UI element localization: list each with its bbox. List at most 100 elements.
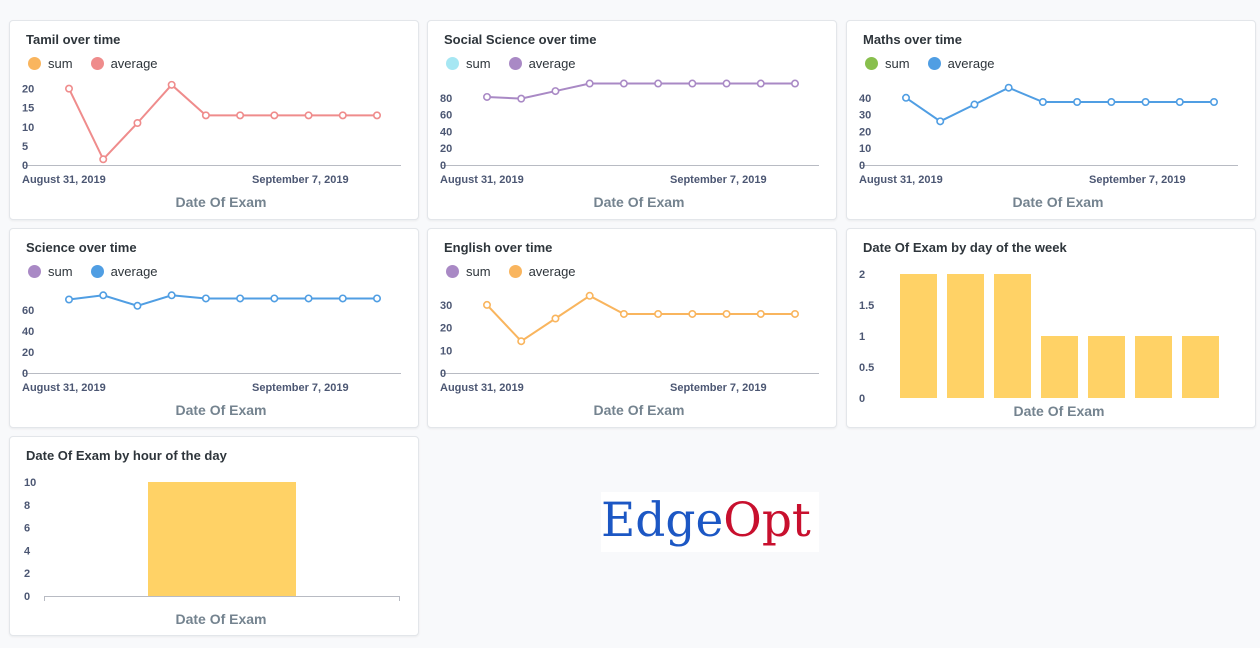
legend-label-sum[interactable]: sum <box>466 264 491 279</box>
y-tick-label: 0 <box>440 160 446 172</box>
y-tick-label: 30 <box>859 110 871 122</box>
data-point <box>688 309 697 318</box>
legend-label-average[interactable]: average <box>110 56 158 71</box>
x-tick-label: September 7, 2019 <box>1089 174 1186 186</box>
chart-title[interactable]: Science over time <box>26 240 137 255</box>
line-chart-science[interactable]: 0 20 40 60 August 31, 2019 September 7, 2019 D… <box>10 229 420 429</box>
chart-title[interactable]: Social Science over time <box>444 32 597 47</box>
line-chart-social-science[interactable]: 0 20 40 60 80 August 31, 2019 September 7, 201… <box>428 21 838 221</box>
chart-title[interactable]: Tamil over time <box>26 32 121 47</box>
y-tick-label: 6 <box>24 523 30 535</box>
legend-label-average[interactable]: average <box>947 56 995 71</box>
x-tick-label: August 31, 2019 <box>22 174 106 186</box>
legend-dot-average <box>90 265 104 278</box>
legend-label-sum[interactable]: sum <box>885 56 910 71</box>
series-line <box>68 294 377 307</box>
y-tick-label: 0 <box>22 368 28 380</box>
chart-card-hour-of-day: Date Of Exam by hour of the day 0 2 4 6 8 10 D… <box>9 436 419 636</box>
data-point <box>756 309 765 318</box>
line-chart-maths[interactable]: 0 10 20 30 40 August 31, 2019 September 7, 201… <box>847 21 1257 221</box>
x-tick-label: September 7, 2019 <box>252 382 349 394</box>
data-point <box>167 291 176 300</box>
data-point <box>201 294 210 303</box>
y-tick-label: 20 <box>440 143 452 155</box>
legend-label-sum[interactable]: sum <box>48 264 73 279</box>
line-chart-tamil[interactable]: 0 5 10 15 20 August 31, 2019 September 7, 2019… <box>10 21 420 221</box>
data-point <box>1038 98 1047 107</box>
legend-label-average[interactable]: average <box>528 264 576 279</box>
y-tick-label: 5 <box>22 141 28 153</box>
x-axis-label: Date Of Exam <box>593 194 684 210</box>
data-point <box>1073 98 1082 107</box>
x-axis-label: Date Of Exam <box>175 402 266 418</box>
bar <box>1041 336 1078 398</box>
series-line <box>486 82 795 100</box>
y-tick-label: 40 <box>440 126 452 138</box>
legend-dot-sum <box>28 265 41 278</box>
chart-title[interactable]: Date Of Exam by day of the week <box>863 240 1067 255</box>
x-axis-label: Date Of Exam <box>1012 194 1103 210</box>
chart-title[interactable]: Date Of Exam by hour of the day <box>26 448 227 463</box>
legend-label-average[interactable]: average <box>528 56 576 71</box>
y-tick-label: 80 <box>440 93 452 105</box>
x-tick-label: August 31, 2019 <box>440 174 524 186</box>
data-point <box>654 309 663 318</box>
data-point <box>585 291 594 300</box>
y-tick-label: 10 <box>22 122 34 134</box>
bar <box>1182 336 1219 398</box>
legend-dot-average <box>927 57 941 70</box>
bar <box>1135 336 1172 398</box>
data-point <box>99 291 108 300</box>
legend-label-sum[interactable]: sum <box>48 56 73 71</box>
y-tick-label: 0 <box>24 591 30 603</box>
y-tick-label: 10 <box>24 477 36 489</box>
series-line <box>68 83 377 162</box>
chart-legend: sum average <box>446 264 594 279</box>
legend-dot-sum <box>446 265 459 278</box>
x-tick-label: August 31, 2019 <box>22 382 106 394</box>
data-point <box>722 309 731 318</box>
data-point <box>236 111 245 120</box>
data-point <box>517 337 526 346</box>
data-point <box>551 87 560 96</box>
chart-legend: sum average <box>28 264 176 279</box>
y-tick-label: 1.5 <box>859 300 874 312</box>
data-point <box>756 79 765 88</box>
bar-chart-day-of-week[interactable]: 0 0.5 1 1.5 2 Date Of Exam <box>847 229 1257 429</box>
x-axis-label: Date Of Exam <box>593 402 684 418</box>
x-tick-label: August 31, 2019 <box>859 174 943 186</box>
bar <box>1088 336 1125 398</box>
data-point <box>970 100 979 109</box>
legend-label-average[interactable]: average <box>110 264 158 279</box>
line-chart-english[interactable]: 0 10 20 30 August 31, 2019 September 7, 2019 D… <box>428 229 838 429</box>
chart-card-day-of-week: Date Of Exam by day of the week 0 0.5 1 1.5… <box>846 228 1256 428</box>
y-tick-label: 20 <box>22 347 34 359</box>
chart-legend: sum average <box>446 56 594 71</box>
y-tick-label: 0 <box>440 368 446 380</box>
data-point <box>64 295 73 304</box>
data-point <box>722 79 731 88</box>
y-tick-label: 30 <box>440 300 452 312</box>
x-tick-label: September 7, 2019 <box>670 174 767 186</box>
data-point <box>304 294 313 303</box>
y-tick-label: 20 <box>859 126 871 138</box>
data-point <box>936 117 945 126</box>
chart-title[interactable]: English over time <box>444 240 553 255</box>
y-tick-label: 20 <box>440 323 452 335</box>
y-tick-label: 1 <box>859 331 865 343</box>
legend-dot-sum <box>28 57 41 70</box>
data-point <box>338 294 347 303</box>
data-point <box>236 294 245 303</box>
data-point <box>585 79 594 88</box>
y-tick-label: 60 <box>22 305 34 317</box>
logo-text-opt: Opt <box>723 493 811 548</box>
chart-title[interactable]: Maths over time <box>863 32 962 47</box>
data-point <box>201 111 210 120</box>
bar-chart-hour-of-day[interactable]: 0 2 4 6 8 10 Date Of Exam <box>10 437 420 637</box>
logo-text-edge: Edge <box>601 493 724 548</box>
data-point <box>551 314 560 323</box>
y-tick-label: 0 <box>859 160 865 172</box>
data-point <box>688 79 697 88</box>
legend-label-sum[interactable]: sum <box>466 56 491 71</box>
data-point <box>790 79 799 88</box>
